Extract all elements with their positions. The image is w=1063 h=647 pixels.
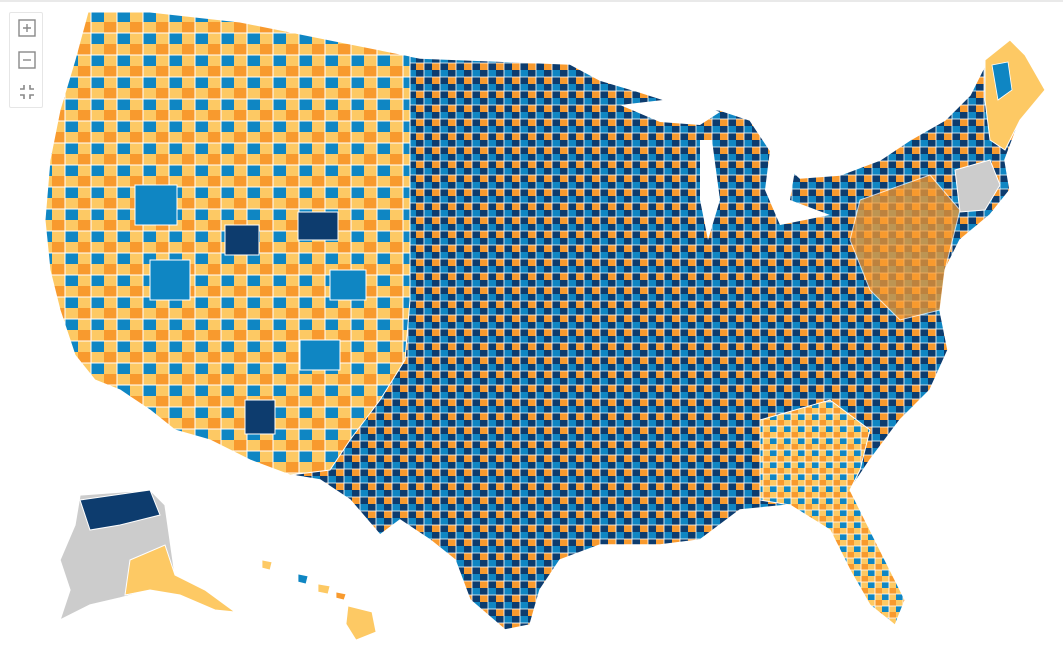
plus-square-icon [18,19,36,37]
county-block[interactable] [299,339,341,371]
region-southeast-coast[interactable] [759,399,906,626]
lake-michigan [700,140,720,240]
region-hawaii[interactable] [261,559,377,641]
collapse-arrows-icon [20,85,34,99]
county-block[interactable] [134,184,178,226]
zoom-controls [9,12,43,108]
county-block[interactable] [297,211,339,241]
zoom-out-button[interactable] [16,49,38,71]
region-new-england-nodata[interactable] [954,159,1001,213]
reset-view-button[interactable] [16,81,38,103]
zoom-in-button[interactable] [16,17,38,39]
region-alaska-north[interactable] [79,489,161,531]
region-alaska-southeast[interactable] [124,544,237,613]
county-block[interactable] [244,399,276,435]
region-maine-interior[interactable] [991,61,1013,101]
top-rule [0,0,1063,2]
minus-square-icon [18,51,36,69]
county-block[interactable] [224,224,260,256]
county-block[interactable] [329,269,367,301]
lake-superior [620,98,720,125]
lake-huron-erie [765,150,830,225]
region-mid-atlantic[interactable] [849,174,961,321]
county-block[interactable] [149,259,191,301]
